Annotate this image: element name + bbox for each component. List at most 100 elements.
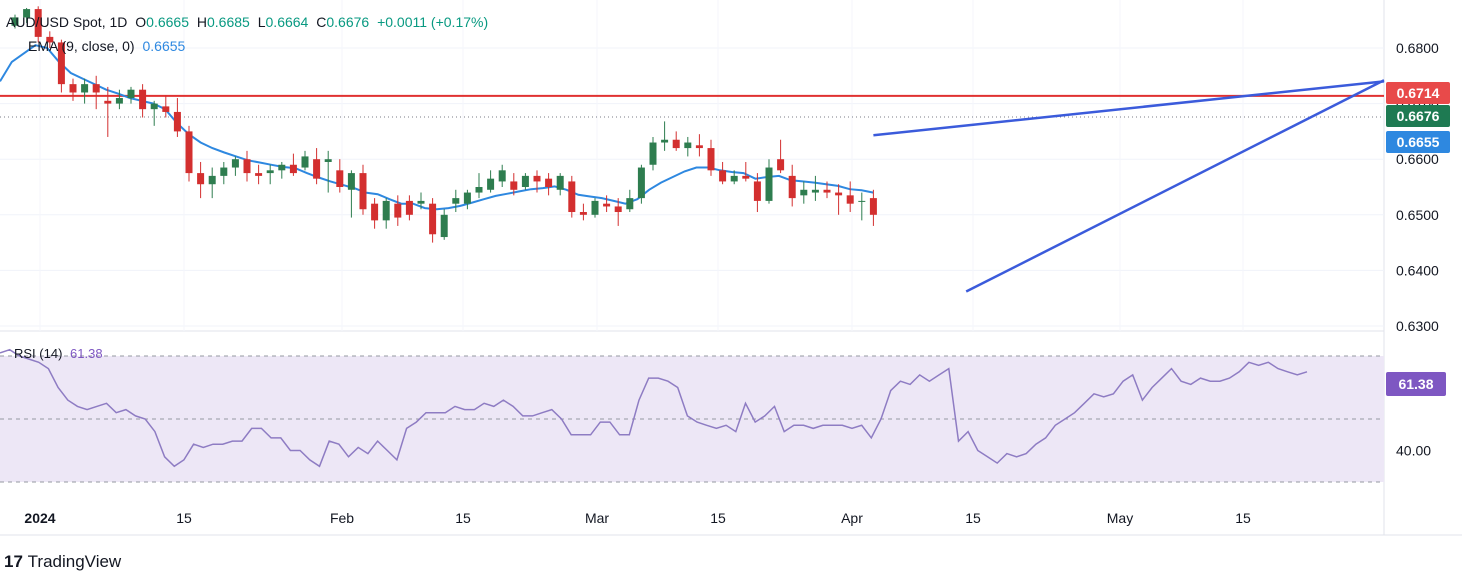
candle-body xyxy=(672,139,680,149)
rsi-badge xyxy=(1386,372,1446,396)
candle-body xyxy=(707,148,715,171)
candle-body xyxy=(637,167,645,199)
rsi-legend[interactable]: RSI (14) 61.38 xyxy=(14,346,107,361)
candle-body xyxy=(823,189,831,193)
tradingview-logo[interactable]: 17 TradingView xyxy=(4,552,121,572)
candle-body xyxy=(452,198,460,204)
time-tick-label: 15 xyxy=(710,510,726,526)
open-value: 0.6665 xyxy=(146,14,189,30)
candle-body xyxy=(405,200,413,215)
time-tick-label: 15 xyxy=(965,510,981,526)
time-tick-label: 2024 xyxy=(24,510,55,526)
candle-body xyxy=(521,175,529,187)
candle-body xyxy=(568,181,576,213)
candle-body xyxy=(243,159,251,174)
candle-body xyxy=(649,142,657,165)
candle-body xyxy=(69,84,77,93)
price-tick-label: 0.6400 xyxy=(1396,262,1439,278)
candle-body xyxy=(730,175,738,182)
candle-body xyxy=(788,175,796,199)
candle-body xyxy=(92,84,100,93)
price-tick-label: 0.6600 xyxy=(1396,151,1439,167)
candle-body xyxy=(545,178,553,187)
candle-body xyxy=(255,173,263,176)
candle-body xyxy=(162,106,170,112)
candle-body xyxy=(579,212,587,215)
candle-body xyxy=(127,89,135,99)
candle-body xyxy=(417,200,425,204)
open-label: O xyxy=(135,14,147,30)
candle-body xyxy=(139,89,147,110)
candle-body xyxy=(591,200,599,215)
candle-body xyxy=(626,198,634,210)
price-badge-label: 0.6676 xyxy=(1397,108,1440,124)
candle-body xyxy=(429,203,437,235)
candle-body xyxy=(684,142,692,149)
candle-body xyxy=(278,164,286,171)
tradingview-wordmark: TradingView xyxy=(27,552,122,571)
candle-body xyxy=(173,111,181,132)
price-tick-label: 0.6500 xyxy=(1396,207,1439,223)
ema-legend[interactable]: EMA (9, close, 0) 0.6655 xyxy=(28,38,189,54)
price-tick-label: 0.6800 xyxy=(1396,40,1439,56)
time-tick-label: May xyxy=(1107,510,1133,526)
candle-body xyxy=(800,189,808,196)
rsi-label: RSI (14) xyxy=(14,346,63,361)
candle-body xyxy=(197,173,205,185)
price-tick-label: 0.6300 xyxy=(1396,318,1439,334)
candle-body xyxy=(487,178,495,190)
time-tick-label: Mar xyxy=(585,510,609,526)
candle-body xyxy=(846,195,854,204)
candle-body xyxy=(661,139,669,143)
candle-body xyxy=(614,206,622,213)
candle-body xyxy=(371,203,379,221)
lower-trendline xyxy=(965,79,1385,293)
candle-body xyxy=(742,175,750,179)
time-tick-label: Apr xyxy=(841,510,863,526)
candle-body xyxy=(765,167,773,201)
candle-body xyxy=(869,198,877,215)
candle-body xyxy=(475,187,483,193)
candle-body xyxy=(115,98,123,104)
time-tick-label: 15 xyxy=(455,510,471,526)
candle-body xyxy=(289,164,297,174)
candle-body xyxy=(81,84,89,93)
tradingview-logo-mark: 17 xyxy=(4,552,23,571)
price-badge xyxy=(1386,82,1450,104)
candle-body xyxy=(313,159,321,179)
candle-body xyxy=(208,175,216,185)
candle-body xyxy=(440,214,448,238)
price-badge xyxy=(1386,105,1450,127)
ohlc-legend: AUD/USD Spot, 1D O0.6665 H0.6685 L0.6664… xyxy=(6,14,492,30)
high-value: 0.6685 xyxy=(207,14,250,30)
low-label: L xyxy=(257,14,266,30)
high-label: H xyxy=(196,14,207,30)
ema-label: EMA (9, close, 0) xyxy=(28,38,135,54)
candle-body xyxy=(34,9,42,37)
candle-body xyxy=(11,17,19,26)
candle-body xyxy=(695,145,703,149)
candle-body xyxy=(359,173,367,210)
close-label: C xyxy=(316,14,327,30)
close-value: 0.6676 xyxy=(326,14,370,30)
rsi-line xyxy=(0,348,1308,468)
candle-body xyxy=(266,170,274,174)
candle-body xyxy=(498,170,506,182)
ema-value: 0.6655 xyxy=(142,38,186,54)
rsi-badge-label: 61.38 xyxy=(1398,376,1433,392)
candle-body xyxy=(719,170,727,182)
candle-body xyxy=(301,156,309,168)
price-badge xyxy=(1386,131,1450,153)
time-tick-label: 15 xyxy=(176,510,192,526)
candle-body xyxy=(811,189,819,193)
low-value: 0.6664 xyxy=(265,14,309,30)
candle-body xyxy=(23,9,31,18)
candle-body xyxy=(185,131,193,174)
candle-body xyxy=(336,170,344,187)
candle-body xyxy=(57,42,65,85)
symbol-label[interactable]: AUD/USD Spot, 1D xyxy=(6,14,128,30)
candle-body xyxy=(556,175,564,190)
time-tick-label: 15 xyxy=(1235,510,1251,526)
candle-body xyxy=(382,200,390,221)
